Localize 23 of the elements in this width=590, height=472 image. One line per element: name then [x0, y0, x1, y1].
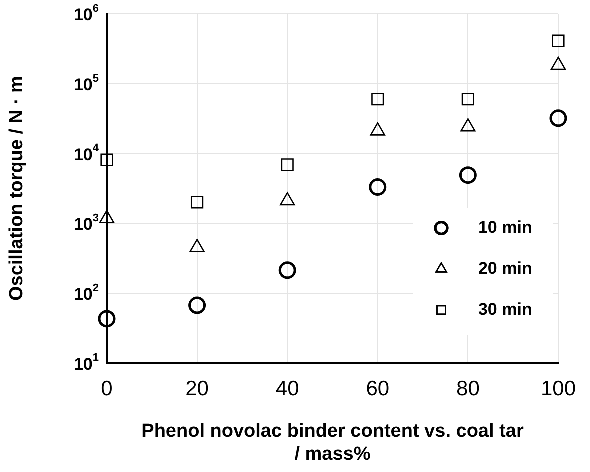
point: [459, 166, 477, 184]
y-axis-title: Oscillation torque / N · m: [6, 76, 28, 302]
x-tick-label: 100: [540, 378, 576, 401]
point: [188, 296, 206, 314]
x-axis-title: Phenol novolac binder content vs. coal tar / mass%: [142, 421, 524, 465]
legend-label: 20 min: [478, 258, 532, 278]
point: [100, 154, 114, 166]
point: [372, 93, 384, 106]
point: [550, 110, 568, 128]
x-tick-label: 0: [101, 378, 113, 401]
x-tick-label: 20: [186, 378, 209, 401]
point: [190, 196, 204, 209]
legend-label: 10 min: [478, 218, 532, 237]
x-tick-label: 60: [366, 378, 390, 401]
point: [281, 158, 294, 172]
point: [369, 178, 387, 196]
point: [462, 93, 474, 106]
point: [98, 310, 116, 328]
point: [278, 262, 296, 280]
legend-label: 30 min: [478, 300, 532, 319]
point: [552, 34, 565, 48]
x-tick-label: 80: [456, 378, 480, 401]
x-tick-label: 40: [276, 378, 300, 401]
